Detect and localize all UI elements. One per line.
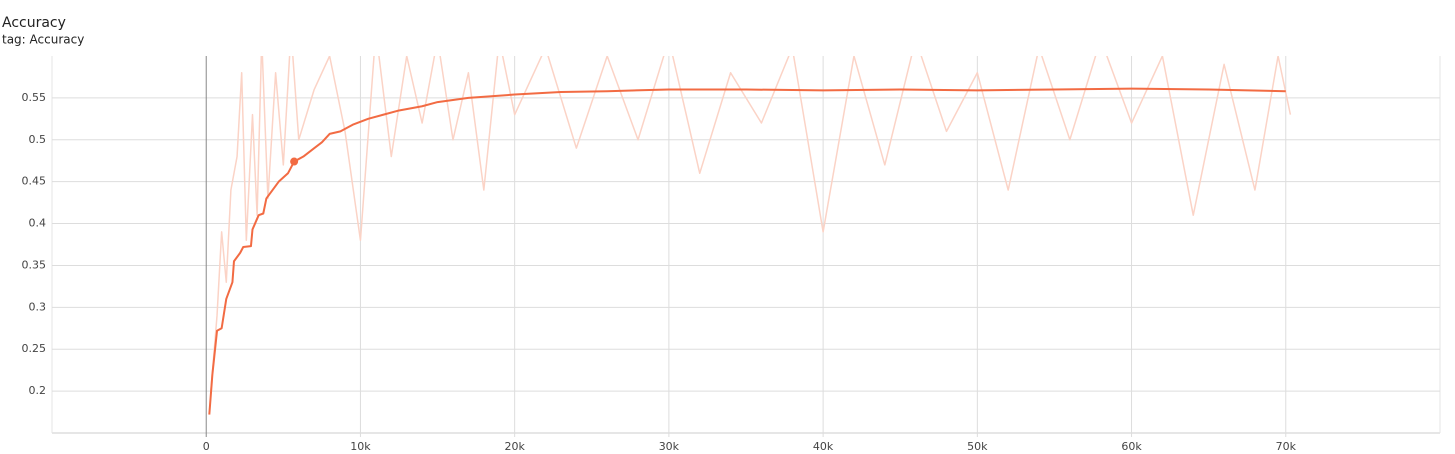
- x-tick-label: 70k: [1276, 440, 1297, 453]
- y-tick-label: 0.5: [29, 133, 47, 146]
- x-tick-label: 10k: [350, 440, 371, 453]
- x-tick-label: 20k: [504, 440, 525, 453]
- y-tick-label: 0.4: [29, 217, 47, 230]
- x-tick-label: 50k: [967, 440, 988, 453]
- grid: 0.2 0.25 0.3 0.35 0.4 0.45 0.5 0.55 0 10k 20k 30k 40…: [22, 56, 1441, 453]
- x-tick-label: 40k: [813, 440, 834, 453]
- chart-title: Accuracy: [2, 15, 66, 31]
- x-tick-label: 30k: [659, 440, 680, 453]
- y-tick-label: 0.45: [22, 175, 47, 188]
- chart-subtitle: tag: Accuracy: [2, 33, 84, 47]
- y-tick-label: 0.2: [29, 384, 47, 397]
- series-line: [208, 87, 1286, 415]
- highlight-point: [290, 157, 299, 166]
- series-line: [210, 56, 1292, 392]
- y-tick-label: 0.3: [29, 300, 47, 313]
- y-tick-label: 0.25: [22, 342, 47, 355]
- plot-area: [208, 56, 1292, 415]
- y-tick-label: 0.35: [22, 258, 47, 271]
- x-tick-label: 60k: [1121, 440, 1142, 453]
- y-tick-label: 0.55: [22, 91, 47, 104]
- x-tick-label: 0: [203, 440, 210, 453]
